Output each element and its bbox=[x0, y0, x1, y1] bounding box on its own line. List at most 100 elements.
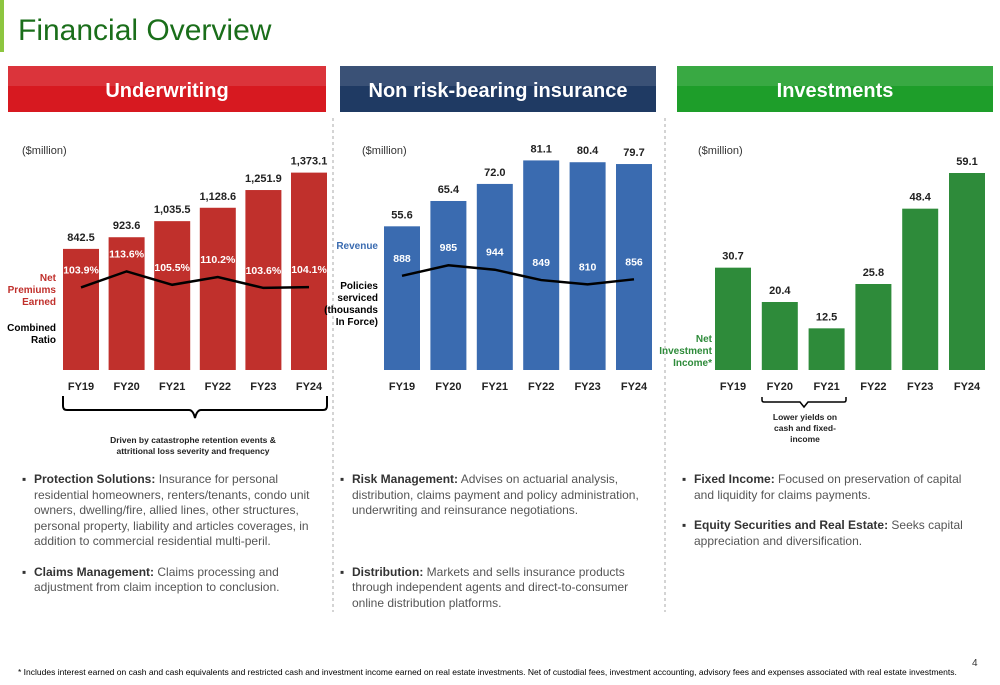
accent-bar bbox=[0, 0, 4, 52]
line-value-label: 105.5% bbox=[154, 262, 190, 274]
bar bbox=[808, 328, 845, 370]
bullet-head: Equity Securities and Real Estate: bbox=[694, 518, 889, 532]
bullet: Fixed Income: Focused on preservation of… bbox=[682, 472, 982, 503]
bar-value-label: 1,373.1 bbox=[291, 156, 328, 168]
line bbox=[80, 270, 310, 290]
bar bbox=[902, 208, 939, 370]
bullet-head: Distribution: bbox=[352, 564, 424, 579]
line-value-label: 103.9% bbox=[63, 264, 99, 276]
line-value-label: 113.6% bbox=[109, 248, 145, 260]
bar-value-label: 81.1 bbox=[530, 143, 551, 155]
x-tick-label: FY20 bbox=[113, 381, 139, 393]
x-tick-label: FY23 bbox=[574, 381, 600, 393]
header-shade bbox=[677, 66, 993, 86]
bar-value-label: 65.4 bbox=[438, 184, 460, 196]
bullet-section: Protection Solutions: Insurance for pers… bbox=[22, 472, 322, 611]
bar bbox=[715, 267, 751, 370]
bar-value-label: 923.6 bbox=[113, 220, 141, 232]
bar-value-label: 1,128.6 bbox=[199, 191, 236, 203]
bar bbox=[949, 173, 985, 370]
x-tick-label: FY19 bbox=[720, 381, 746, 393]
x-tick-label: FY24 bbox=[296, 381, 323, 393]
legend-label: Combined Ratio bbox=[7, 323, 56, 346]
bullet: Claims Management: Claims processing and… bbox=[22, 565, 322, 596]
bar-value-label: 842.5 bbox=[67, 232, 95, 244]
bar bbox=[523, 160, 560, 370]
page-number: 4 bbox=[972, 658, 978, 669]
bar bbox=[616, 164, 652, 370]
x-tick-label: FY22 bbox=[528, 381, 554, 393]
x-tick-label: FY23 bbox=[250, 381, 276, 393]
bar bbox=[855, 284, 892, 370]
x-tick-label: FY24 bbox=[954, 381, 981, 393]
x-tick-label: FY22 bbox=[860, 381, 886, 393]
x-tick-label: FY21 bbox=[813, 381, 839, 393]
bullet-text: Claims processing and adjustment from cl… bbox=[34, 564, 280, 595]
x-tick-label: FY20 bbox=[767, 381, 793, 393]
bar bbox=[476, 183, 513, 370]
bullet-head: Fixed Income: bbox=[694, 472, 775, 486]
panel-header bbox=[677, 66, 993, 112]
legend-label: Net Investment Income* bbox=[659, 334, 712, 369]
bullet-head: Protection Solutions: bbox=[34, 472, 156, 486]
unit-label: ($million) bbox=[698, 145, 743, 157]
line-value-label: 103.6% bbox=[246, 265, 282, 277]
bullet: Protection Solutions: Insurance for pers… bbox=[22, 472, 322, 550]
legend-label: Revenue bbox=[336, 241, 378, 252]
panel-title: Non risk-bearing insurance bbox=[369, 80, 628, 102]
bar-value-label: 1,035.5 bbox=[154, 204, 191, 216]
unit-label: ($million) bbox=[362, 145, 407, 157]
panel-title: Underwriting bbox=[105, 80, 228, 102]
line-value-label: 856 bbox=[625, 256, 643, 268]
bar bbox=[761, 302, 798, 370]
bullet: Distribution: Markets and sells insuranc… bbox=[340, 565, 640, 612]
bar-value-label: 55.6 bbox=[391, 209, 412, 221]
x-tick-label: FY24 bbox=[621, 381, 648, 393]
bar bbox=[245, 190, 282, 370]
bar-value-label: 1,251.9 bbox=[245, 173, 282, 185]
bar-value-label: 59.1 bbox=[956, 156, 977, 168]
brace bbox=[62, 396, 328, 419]
footnote: * Includes interest earned on cash and c… bbox=[18, 667, 957, 677]
annotation: Driven by catastrophe retention events &… bbox=[110, 435, 276, 456]
line-value-label: 104.1% bbox=[291, 264, 327, 276]
legend-label: Net Premiums Earned bbox=[7, 273, 56, 308]
x-tick-label: FY20 bbox=[435, 381, 461, 393]
line-value-label: 888 bbox=[393, 253, 411, 265]
bullet-head: Risk Management: bbox=[352, 472, 459, 486]
line bbox=[401, 263, 635, 286]
bullet-text: Markets and sells insurance products thr… bbox=[352, 564, 629, 610]
bullet: Risk Management: Advises on actuarial an… bbox=[340, 472, 640, 519]
brace bbox=[761, 397, 847, 409]
legend-label: Policies serviced (thousands In Force) bbox=[324, 281, 378, 328]
bullet-text: Advises on actuarial analysis, distribut… bbox=[352, 472, 639, 517]
bullet-section: Fixed Income: Focused on preservation of… bbox=[682, 472, 982, 564]
bar-value-label: 80.4 bbox=[577, 145, 599, 157]
bar-value-label: 12.5 bbox=[816, 311, 837, 323]
bar bbox=[199, 207, 236, 370]
bullet-text: Insurance for personal residential homeo… bbox=[34, 472, 310, 548]
bar bbox=[569, 162, 606, 370]
x-tick-label: FY23 bbox=[907, 381, 933, 393]
bullet-head: Claims Management: bbox=[34, 564, 155, 579]
annotation: Lower yields on cash and fixed-income bbox=[772, 412, 838, 444]
bar bbox=[291, 172, 327, 370]
bar bbox=[430, 200, 467, 370]
panel-header bbox=[340, 66, 656, 112]
x-tick-label: FY22 bbox=[205, 381, 231, 393]
x-tick-label: FY21 bbox=[482, 381, 508, 393]
bar-value-label: 72.0 bbox=[484, 167, 505, 179]
panel-header bbox=[8, 66, 326, 112]
x-tick-label: FY19 bbox=[68, 381, 94, 393]
line-value-label: 849 bbox=[532, 257, 550, 269]
bullet-text: Seeks capital appreciation and diversifi… bbox=[694, 518, 963, 548]
header-shade bbox=[8, 66, 326, 86]
bar bbox=[108, 237, 145, 370]
bar-value-label: 79.7 bbox=[623, 147, 644, 159]
line-value-label: 110.2% bbox=[200, 254, 236, 266]
panel-title: Investments bbox=[777, 80, 894, 102]
header-shade bbox=[340, 66, 656, 86]
bar-value-label: 20.4 bbox=[769, 285, 791, 297]
